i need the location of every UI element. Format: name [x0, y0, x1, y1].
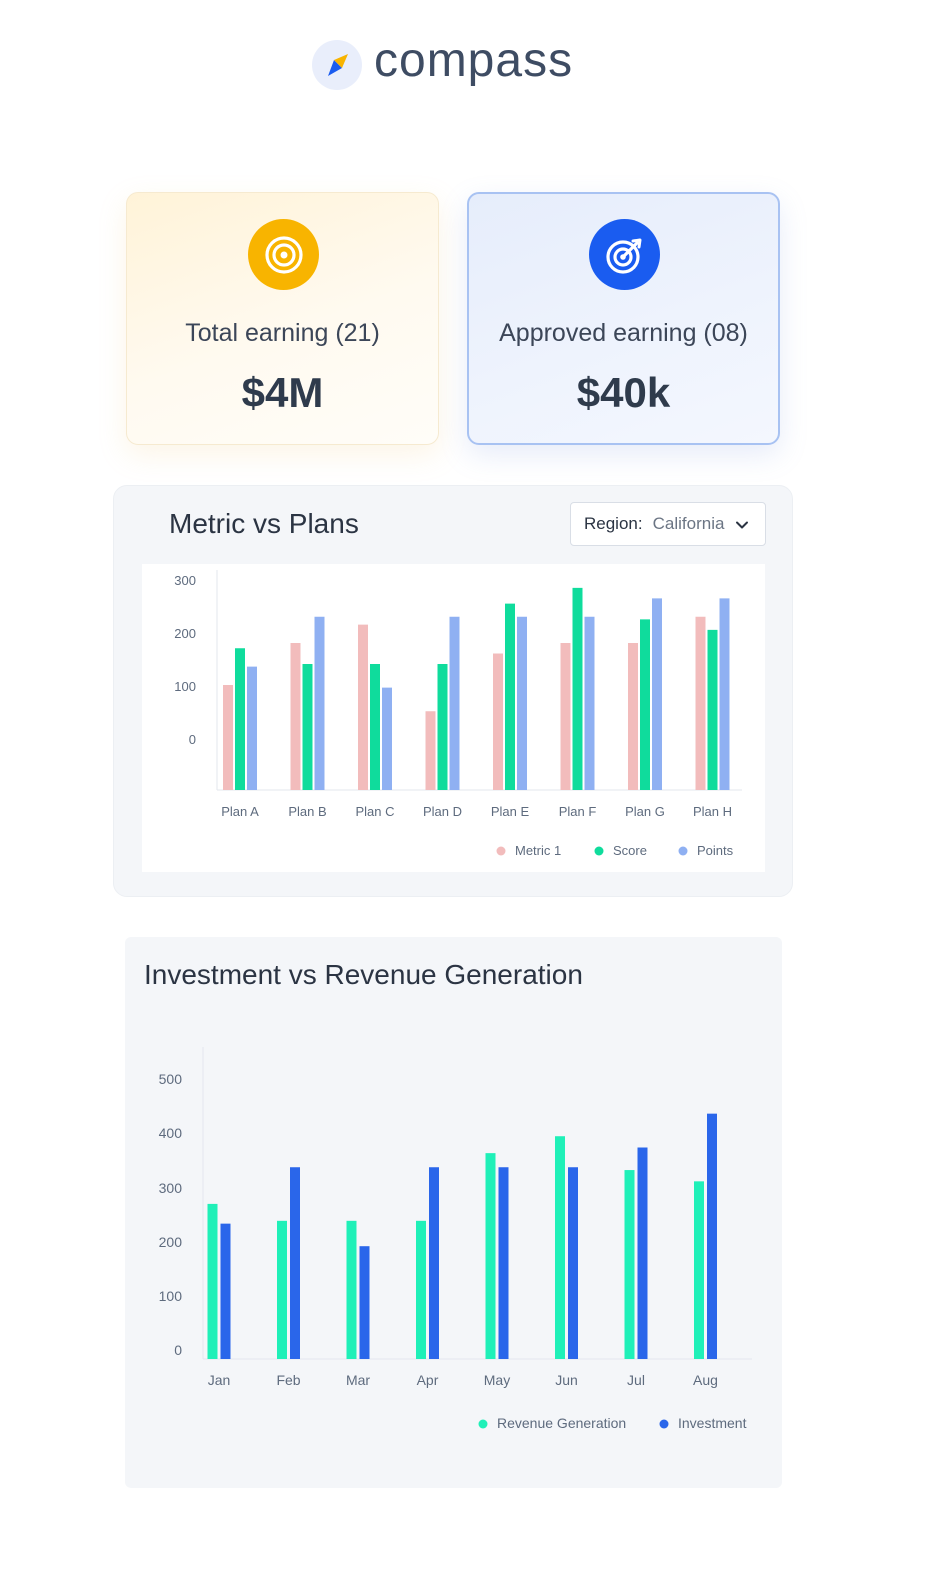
y-tick-label: 100 [159, 1288, 183, 1304]
target-icon [248, 219, 319, 290]
x-tick-label: Jul [627, 1372, 645, 1388]
bar-revenue-generation-jun [555, 1136, 565, 1359]
legend-label-score: Score [613, 843, 647, 858]
invest-panel-title: Investment vs Revenue Generation [144, 959, 583, 990]
approved-earning-value: $40k [576, 369, 671, 416]
region-label: Region: [584, 514, 643, 533]
total-earning-card[interactable]: Total earning (21) $4M [126, 192, 439, 445]
bar-revenue-generation-jul [624, 1170, 635, 1359]
x-tick-label: Apr [417, 1372, 439, 1388]
x-tick-label: Jun [555, 1372, 578, 1388]
bar-investment-apr [429, 1167, 439, 1359]
legend-marker-investment [659, 1419, 669, 1429]
bar-points-plan-h [719, 598, 730, 790]
legend-marker-metric-1 [496, 846, 506, 856]
bar-metric-1-plan-a [223, 685, 233, 790]
bar-metric-1-plan-e [493, 653, 503, 790]
bar-revenue-generation-aug [694, 1181, 704, 1359]
bar-investment-mar [359, 1246, 370, 1359]
bar-points-plan-d [449, 616, 460, 790]
x-tick-label: Plan E [491, 804, 530, 819]
approved-earning-card[interactable]: Approved earning (08) $40k [467, 192, 780, 445]
bar-metric-1-plan-c [358, 624, 368, 790]
bar-score-plan-h [707, 629, 718, 790]
bar-investment-may [498, 1167, 509, 1359]
legend-label-revenue-generation: Revenue Generation [497, 1415, 626, 1431]
x-tick-label: Jan [208, 1372, 231, 1388]
bar-score-plan-g [640, 619, 650, 790]
bar-points-plan-a [247, 666, 257, 790]
bar-score-plan-e [505, 603, 515, 790]
region-value: California [652, 514, 725, 533]
metric-vs-plans-chart: 300 200 100 0 Plan A Plan B Plan C Plan D Plan E… [174, 570, 742, 858]
investment-vs-revenue-chart: 500 400 300 200 100 0 Jan Feb Mar Apr May Jun Jul Aug… [159, 1047, 752, 1431]
bar-investment-jun [568, 1167, 578, 1359]
y-tick-label: 0 [174, 1342, 182, 1358]
bar-points-plan-g [652, 598, 662, 790]
bar-investment-jan [220, 1223, 231, 1359]
legend-label-investment: Investment [678, 1415, 747, 1431]
bar-revenue-generation-feb [277, 1220, 287, 1359]
bar-metric-1-plan-f [560, 643, 571, 790]
legend-label-metric-1: Metric 1 [515, 843, 561, 858]
bar-metric-1-plan-g [628, 643, 638, 790]
bar-score-plan-b [302, 664, 313, 790]
x-tick-label: Plan D [423, 804, 462, 819]
bar-revenue-generation-jan [207, 1203, 218, 1359]
x-tick-label: Aug [693, 1372, 718, 1388]
bar-points-plan-f [584, 616, 595, 790]
bar-metric-1-plan-b [290, 643, 301, 790]
y-tick-label: 100 [174, 679, 196, 694]
x-tick-label: Feb [276, 1372, 300, 1388]
x-tick-label: Plan B [288, 804, 326, 819]
total-earning-label: Total earning (21) [185, 319, 380, 347]
bar-revenue-generation-apr [416, 1220, 426, 1359]
bar-score-plan-c [370, 664, 380, 790]
y-tick-label: 200 [174, 626, 196, 641]
y-tick-label: 300 [174, 573, 196, 588]
x-tick-label: Plan A [221, 804, 259, 819]
legend-marker-score [594, 846, 604, 856]
bar-metric-1-plan-h [695, 616, 706, 790]
legend-label-points: Points [697, 843, 734, 858]
bar-points-plan-b [314, 616, 325, 790]
bar-metric-1-plan-d [425, 711, 436, 790]
bar-points-plan-e [517, 616, 527, 790]
legend-marker-points [678, 846, 688, 856]
bar-investment-jul [637, 1147, 648, 1359]
bar-score-plan-d [437, 664, 448, 790]
y-tick-label: 500 [159, 1071, 183, 1087]
x-tick-label: May [484, 1372, 510, 1388]
compass-logo-icon [312, 40, 362, 90]
bar-revenue-generation-may [485, 1153, 496, 1359]
total-earning-value: $4M [241, 369, 324, 416]
x-tick-label: Mar [346, 1372, 370, 1388]
brand-name: compass [374, 34, 574, 87]
metric-chart-area: 300 200 100 0 Plan A Plan B Plan C Plan D Plan E… [142, 564, 765, 872]
bar-points-plan-c [382, 687, 392, 790]
bar-investment-feb [290, 1167, 300, 1359]
chevron-down-icon [735, 517, 749, 537]
region-dropdown[interactable]: Region: California [570, 502, 766, 546]
x-tick-label: Plan H [693, 804, 732, 819]
y-tick-label: 300 [159, 1180, 183, 1196]
bar-score-plan-a [235, 648, 245, 790]
metric-panel-title: Metric vs Plans [169, 508, 359, 539]
approved-earning-label: Approved earning (08) [499, 319, 748, 347]
metric-vs-plans-panel: Metric vs Plans Region: California 300 20… [113, 485, 793, 897]
brand: compass [312, 36, 573, 90]
bar-revenue-generation-mar [346, 1220, 357, 1359]
y-tick-label: 0 [189, 732, 196, 747]
investment-vs-revenue-panel: 500 400 300 200 100 0 Jan Feb Mar Apr May Jun Jul Aug… [125, 937, 782, 1488]
x-tick-label: Plan G [625, 804, 665, 819]
x-tick-label: Plan F [559, 804, 597, 819]
bar-score-plan-f [572, 587, 583, 790]
legend-marker-revenue-generation [478, 1419, 488, 1429]
y-tick-label: 400 [159, 1125, 183, 1141]
target-arrow-icon [589, 219, 660, 290]
y-tick-label: 200 [159, 1234, 183, 1250]
bar-investment-aug [707, 1113, 717, 1359]
x-tick-label: Plan C [355, 804, 394, 819]
